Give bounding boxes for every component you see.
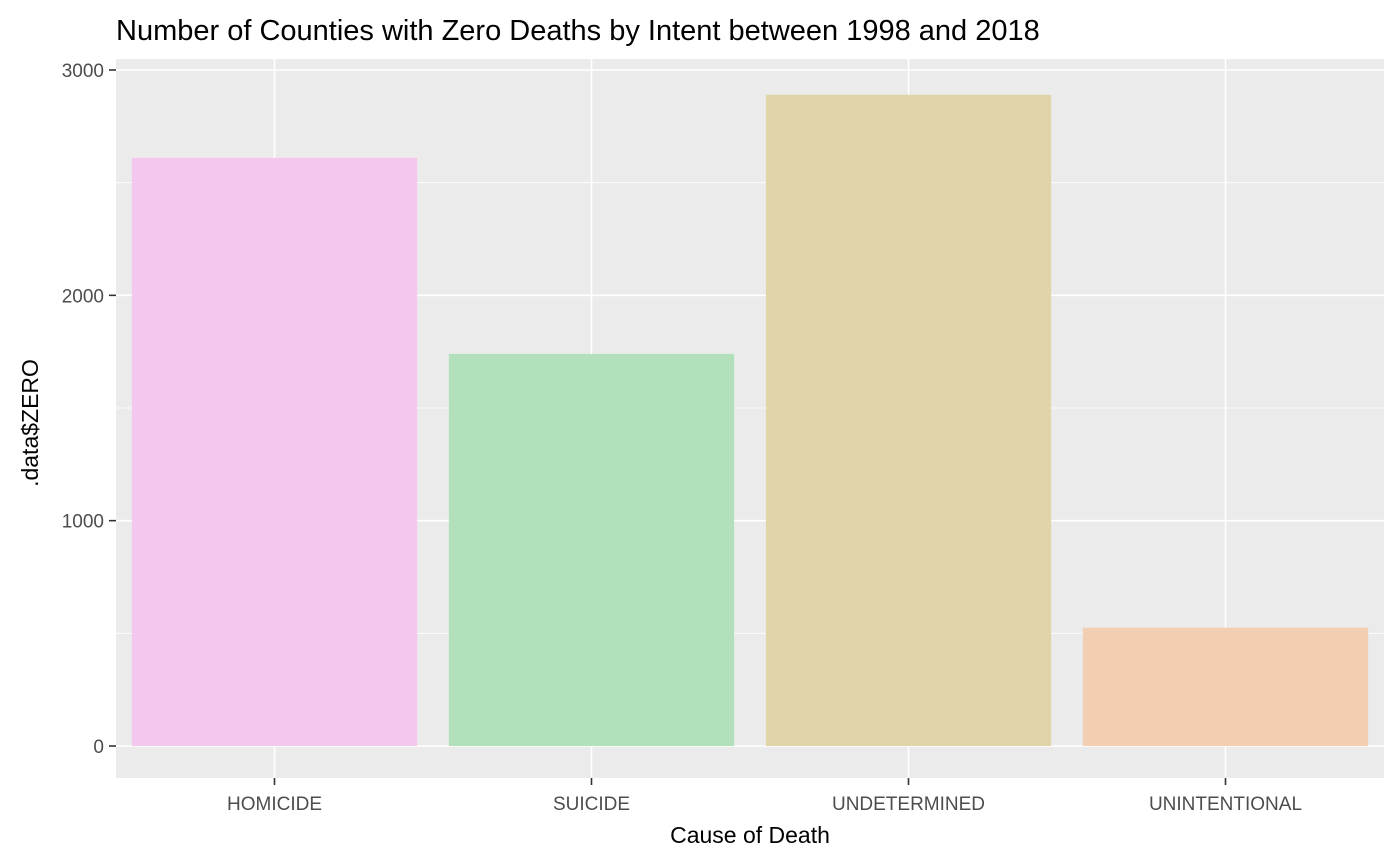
y-tick-label: 3000 [62,61,104,82]
x-tick-label: UNDETERMINED [832,794,985,815]
x-tick-label: HOMICIDE [227,794,322,815]
y-tick-label: 1000 [62,512,104,533]
x-axis-ticks: HOMICIDE SUICIDE UNDETERMINED UNINTENTIONAL [227,778,1302,815]
chart-title: Number of Counties with Zero Deaths by I… [116,15,1040,47]
y-axis-title: .data$ZERO [17,359,43,487]
bar-series [131,94,1369,746]
y-tick-label: 0 [93,737,104,758]
x-tick-label: SUICIDE [553,794,630,815]
x-tick-label: UNINTENTIONAL [1149,794,1302,815]
bar-suicide [448,353,735,746]
x-axis-title: Cause of Death [670,822,830,848]
bar-unintentional [1082,627,1369,746]
bar-homicide [131,157,418,746]
y-tick-label: 2000 [62,286,104,307]
bar-undetermined [765,94,1052,746]
y-axis-ticks: 0 1000 2000 3000 [62,61,116,758]
